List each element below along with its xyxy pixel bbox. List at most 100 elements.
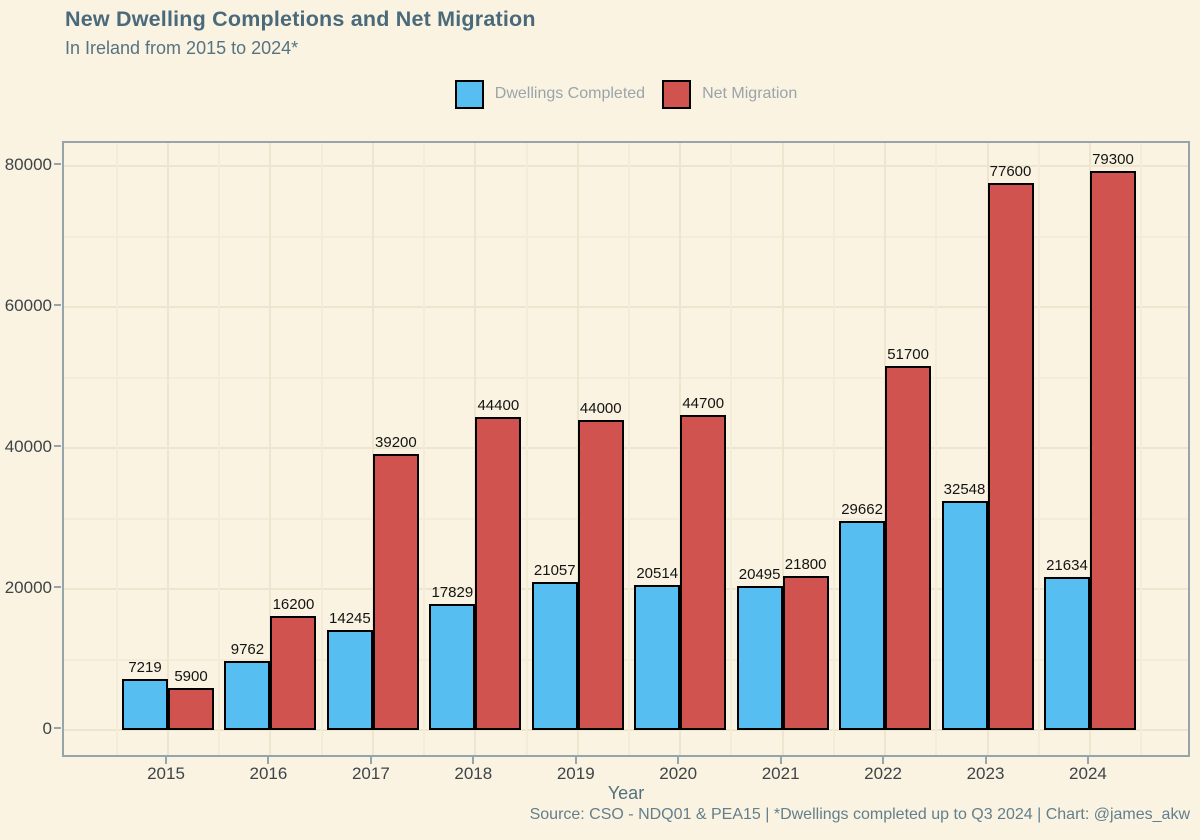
x-axis-tick-label: 2021 <box>761 764 800 783</box>
x-axis-tick <box>677 757 680 764</box>
gridline-minor-v <box>627 143 630 755</box>
gridline-major-h <box>64 447 1188 449</box>
y-axis-tick-label: 40000 <box>4 437 52 456</box>
y-axis-tick <box>54 304 61 306</box>
bar-migration-2018 <box>475 416 522 730</box>
gridline-minor-h <box>64 376 1188 379</box>
x-axis-tick-label: 2022 <box>864 764 902 783</box>
bar-migration-2022 <box>885 365 932 730</box>
gridline-major-v <box>269 143 272 755</box>
y-axis-tick-label: 80000 <box>4 155 52 174</box>
bar-value-label: 5900 <box>174 668 208 686</box>
y-axis-tick <box>54 163 61 165</box>
gridline-minor-v <box>935 143 938 755</box>
legend-swatch-migration-icon <box>662 79 692 109</box>
y-axis-tick-label: 0 <box>42 719 52 738</box>
x-axis-tick-label: 2018 <box>454 764 493 783</box>
bar-value-label: 77600 <box>989 162 1032 180</box>
bar-value-label: 44400 <box>477 396 520 414</box>
gridline-major-h <box>64 165 1188 167</box>
bar-value-label: 9762 <box>230 641 265 659</box>
gridline-minor-v <box>218 143 221 755</box>
gridline-minor-h <box>64 235 1188 238</box>
gridline-minor-v <box>525 143 528 755</box>
x-axis-tick <box>165 757 167 764</box>
y-axis-tick-label: 60000 <box>4 296 52 315</box>
bar-migration-2023 <box>987 182 1034 730</box>
gridline-minor-v <box>832 143 835 755</box>
bar-value-label: 51700 <box>887 345 929 363</box>
y-axis-tick <box>54 445 61 447</box>
gridline-minor-v <box>320 143 323 755</box>
bar-value-label: 32548 <box>943 480 986 498</box>
bar-value-label: 14245 <box>329 609 371 627</box>
gridline-minor-v <box>115 143 118 755</box>
y-axis-tick <box>54 586 61 588</box>
gridline-major-v <box>371 143 374 755</box>
chart-title: New Dwelling Completions and Net Migrati… <box>65 7 536 31</box>
legend-swatch-dwellings-icon <box>454 79 484 109</box>
x-axis-tick <box>984 757 987 764</box>
y-axis-tick <box>54 727 61 729</box>
gridline-major-h <box>64 588 1188 590</box>
bar-value-label: 7219 <box>128 659 162 677</box>
bar-migration-2019 <box>577 419 624 730</box>
bar-value-label: 17829 <box>431 584 474 602</box>
bar-dwellings-2024 <box>1043 577 1090 730</box>
bar-migration-2017 <box>372 453 419 730</box>
gridline-minor-v <box>730 143 733 755</box>
bar-dwellings-2019 <box>531 581 578 730</box>
x-axis-tick-label: 2019 <box>556 764 595 783</box>
x-axis-tick-label: 2017 <box>351 764 390 783</box>
gridline-minor-v <box>423 143 426 755</box>
bar-dwellings-2021 <box>736 585 783 730</box>
x-axis-title: Year <box>607 783 645 803</box>
legend: Dwellings Completed Net Migration <box>26 79 1200 109</box>
chart-subtitle: In Ireland from 2015 to 2024* <box>65 38 299 58</box>
bar-value-label: 20495 <box>738 565 781 583</box>
x-axis-tick <box>882 757 885 764</box>
gridline-minor-h <box>64 658 1188 661</box>
bar-value-label: 21057 <box>533 561 576 579</box>
x-axis-tick-label: 2016 <box>249 764 288 783</box>
bar-value-label: 21800 <box>784 556 827 574</box>
bar-value-label: 29662 <box>841 500 883 518</box>
legend-item-label: Net Migration <box>702 85 798 102</box>
legend-item-migration: Net Migration <box>662 79 798 109</box>
x-axis-tick-label: 2015 <box>147 764 185 783</box>
bar-dwellings-2022 <box>839 520 886 730</box>
bar-dwellings-2015 <box>122 679 168 730</box>
legend-item-dwellings: Dwellings Completed <box>454 79 646 109</box>
bar-migration-2016 <box>270 615 317 730</box>
x-axis-tick <box>369 757 372 764</box>
bar-dwellings-2016 <box>224 661 271 730</box>
x-axis-tick <box>267 757 270 764</box>
source-caption: Source: CSO - NDQ01 & PEA15 | *Dwellings… <box>529 806 1190 823</box>
bar-value-label: 79300 <box>1092 150 1134 168</box>
bar-dwellings-2023 <box>941 500 988 730</box>
gridline-minor-h <box>64 517 1188 520</box>
x-axis-tick <box>779 757 782 764</box>
bar-migration-2024 <box>1089 170 1136 730</box>
x-axis-tick-label: 2023 <box>966 764 1005 783</box>
bar-value-label: 39200 <box>375 433 417 451</box>
x-axis-tick-label: 2024 <box>1069 764 1107 783</box>
bar-migration-2015 <box>168 688 214 730</box>
bar-value-label: 44700 <box>682 394 725 412</box>
legend-item-label: Dwellings Completed <box>494 85 646 102</box>
bar-dwellings-2018 <box>429 604 476 730</box>
gridline-minor-v <box>1037 143 1040 755</box>
gridline-major-h <box>64 306 1188 308</box>
x-axis-tick <box>472 757 475 764</box>
bar-dwellings-2017 <box>326 629 373 730</box>
plot-panel: 7219 5900 9762 16200 14245 39200 17829 44400 210… <box>62 141 1190 757</box>
gridline-major-h <box>64 729 1188 731</box>
x-axis-tick <box>1086 757 1089 764</box>
gridline-major-v <box>167 143 169 755</box>
bar-value-label: 44000 <box>579 399 622 417</box>
bar-migration-2021 <box>782 576 829 730</box>
bar-value-label: 16200 <box>272 595 315 613</box>
gridline-major-v <box>781 143 784 755</box>
x-axis-tick-label: 2020 <box>659 764 698 783</box>
bar-value-label: 21634 <box>1046 557 1088 575</box>
